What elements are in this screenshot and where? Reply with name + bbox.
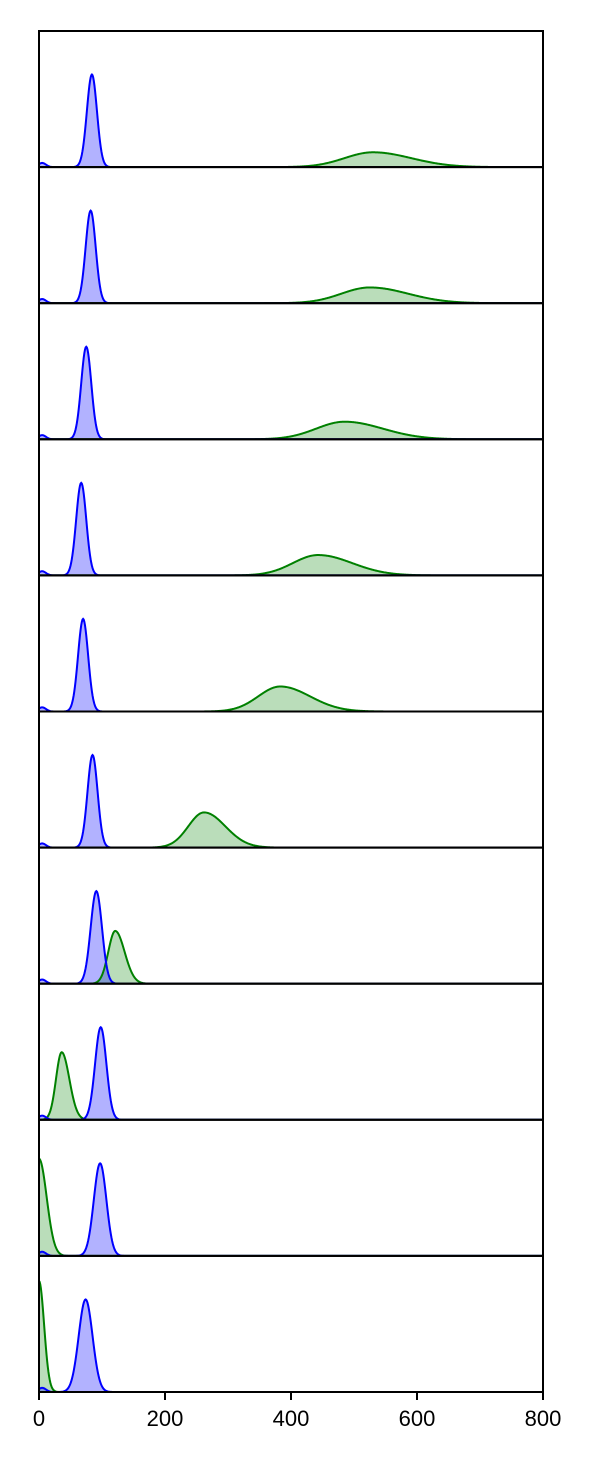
blue-line-2 <box>39 209 543 304</box>
panel-frame-8 <box>38 982 544 1121</box>
blue-area-1 <box>39 74 543 168</box>
green-area-5 <box>39 686 543 712</box>
blue-line-9 <box>39 1162 543 1256</box>
blue-line-6 <box>39 753 543 848</box>
blue-area-4 <box>39 482 104 576</box>
chart-panels <box>38 30 544 1394</box>
panel-frame-1 <box>38 30 544 169</box>
blue-line-3 <box>39 345 543 440</box>
green-area-7 <box>84 930 156 984</box>
green-line-4 <box>39 554 543 576</box>
x-tick-label-800: 800 <box>525 1406 562 1431</box>
panel-9 <box>38 1118 544 1257</box>
green-line-8 <box>39 1051 543 1120</box>
green-area-9 <box>39 1158 543 1256</box>
green-area-4 <box>214 555 458 576</box>
green-area-2 <box>39 287 543 304</box>
panel-6 <box>38 710 544 849</box>
x-axis: 0 200 400 600 800 <box>33 1392 561 1431</box>
green-line-1 <box>39 151 543 168</box>
green-line-9 <box>39 1157 543 1256</box>
panel-2 <box>38 166 544 305</box>
green-area-6 <box>39 812 543 848</box>
green-line-2 <box>39 286 543 304</box>
x-tick-label-600: 600 <box>399 1406 436 1431</box>
panel-frame-10 <box>38 1254 544 1394</box>
panel-1 <box>38 30 544 169</box>
blue-line-10 <box>39 1298 543 1393</box>
x-tick-label-200: 200 <box>147 1406 184 1431</box>
blue-area-6 <box>39 755 543 848</box>
green-line-7 <box>39 929 543 984</box>
blue-area-2 <box>39 210 543 304</box>
x-tick-label-400: 400 <box>273 1406 310 1431</box>
panel-3 <box>38 302 544 441</box>
panel-4 <box>38 438 544 577</box>
blue-area-8 <box>39 1027 543 1120</box>
panel-7 <box>38 846 544 985</box>
green-line-6 <box>39 811 543 848</box>
x-tick-label-0: 0 <box>33 1406 45 1431</box>
green-area-10 <box>39 1280 543 1392</box>
blue-line-4 <box>39 481 543 576</box>
panel-frame-3 <box>38 302 544 441</box>
blue-area-9 <box>39 1163 543 1256</box>
blue-area-3 <box>39 346 543 440</box>
panel-frame-4 <box>38 438 544 577</box>
blue-line-8 <box>39 1025 543 1120</box>
panel-frame-9 <box>38 1118 544 1257</box>
green-area-8 <box>39 1052 543 1120</box>
blue-area-10 <box>39 1299 543 1392</box>
blue-area-5 <box>39 618 543 712</box>
panel-frame-6 <box>38 710 544 849</box>
panel-5 <box>38 574 544 713</box>
panel-8 <box>38 982 544 1121</box>
panel-frame-2 <box>38 166 544 305</box>
blue-area-7 <box>39 891 122 984</box>
panel-10 <box>38 1254 544 1394</box>
blue-line-1 <box>39 73 543 168</box>
green-line-3 <box>39 420 543 440</box>
green-area-1 <box>39 152 543 168</box>
green-line-10 <box>39 1280 543 1393</box>
